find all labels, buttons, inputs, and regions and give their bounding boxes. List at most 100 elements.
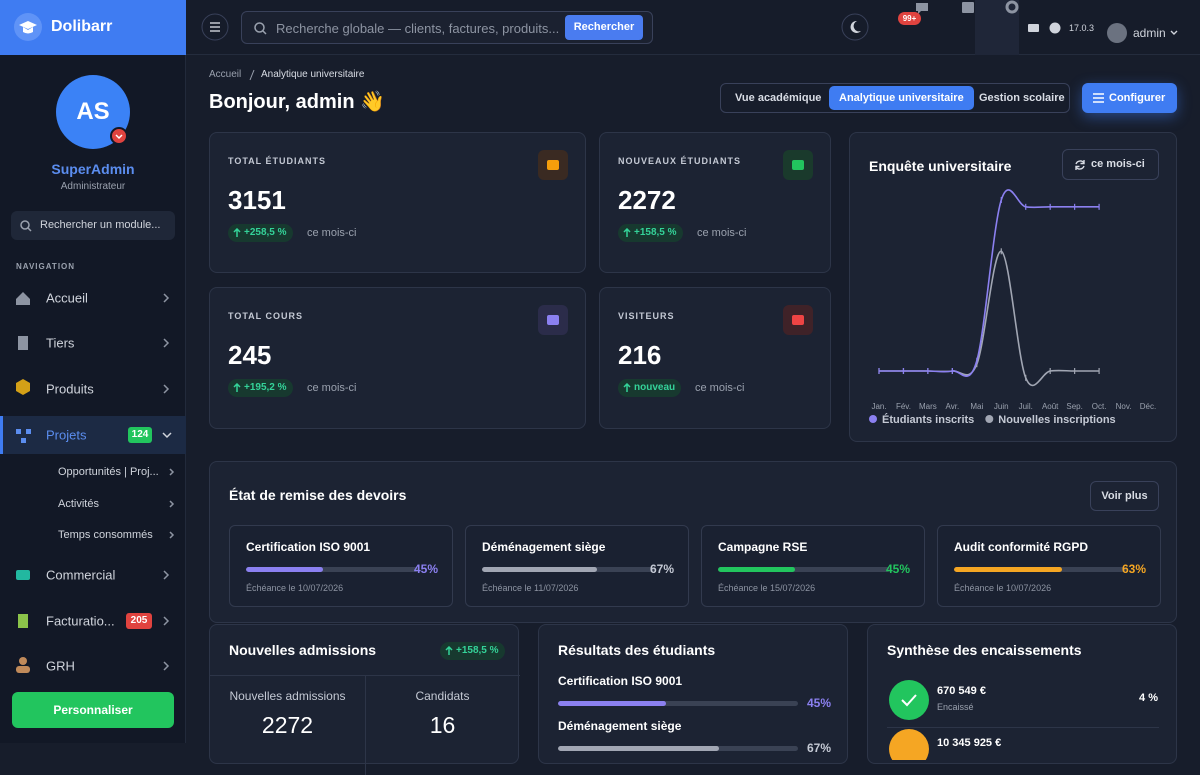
admissions-title: Nouvelles admissions <box>229 642 377 658</box>
stat-value: 245 <box>228 340 272 370</box>
submenu-item[interactable]: Opportunités | Proj... <box>58 466 159 478</box>
progress-name: Certification ISO 9001 <box>558 674 683 688</box>
stat-icon <box>783 150 813 180</box>
brand-name: Dolibarr <box>51 18 113 35</box>
progress-due: Échéance le 10/07/2026 <box>246 583 344 593</box>
avatar-status <box>110 127 128 145</box>
stat-card: VISITEURS 216 nouveau ce mois-ci <box>599 287 831 429</box>
progress-fill <box>558 701 666 706</box>
progress-track <box>718 567 890 572</box>
submenu-item[interactable]: Activités <box>58 498 99 510</box>
tab[interactable]: Gestion scolaire <box>979 92 1065 104</box>
stat-title: VISITEURS <box>618 311 675 321</box>
stat-period: ce mois-ci <box>695 382 745 394</box>
payment-percent: 4 % <box>1139 692 1158 704</box>
menu-badge: 205 <box>126 613 152 629</box>
breadcrumb-current: Analytique universitaire <box>261 69 365 80</box>
admissions-card: Nouvelles admissions +158,5 % Nouvelles … <box>209 624 520 775</box>
progress-label: 45% <box>806 696 831 710</box>
notification-badge: 99+ <box>898 12 921 25</box>
version: 17.0.3 <box>1069 23 1095 33</box>
configure-icon <box>1093 93 1104 103</box>
stat-value: 3151 <box>228 185 286 215</box>
tab[interactable]: Analytique universitaire <box>829 86 974 110</box>
stat-period: ce mois-ci <box>697 227 747 239</box>
assignments-title: État de remise des devoirs <box>229 487 407 503</box>
results-title: Résultats des étudiants <box>558 642 716 658</box>
progress-due: Échéance le 15/07/2026 <box>718 583 816 593</box>
progress-name: Audit conformité RGPD <box>954 540 1088 554</box>
progress-track <box>558 701 798 706</box>
chart-card: Enquête universitaire ce mois-ci <box>849 132 1177 442</box>
global-search-text: Recherche globale — clients, factures, p… <box>276 21 560 36</box>
progress-fill <box>954 567 1063 572</box>
menu-item[interactable]: Accueil <box>46 290 88 306</box>
stat-card: NOUVEAUX ÉTUDIANTS 2272 +158,5 % ce mois-ci <box>599 132 831 273</box>
progress-name: Déménagement siège <box>482 540 606 554</box>
payment-label: Encaissé <box>937 702 974 712</box>
stat-value: 216 <box>618 340 662 370</box>
tab[interactable]: Vue académique <box>735 92 822 104</box>
progress-due: Échéance le 10/07/2026 <box>954 583 1052 593</box>
stat-change-text: nouveau <box>634 382 676 393</box>
progress-track <box>246 567 418 572</box>
stat-change: +158,5 % <box>618 224 683 242</box>
user-name: SuperAdmin <box>51 161 135 177</box>
menu-item[interactable]: Commercial <box>46 567 116 583</box>
user-role: Administrateur <box>60 181 126 192</box>
payment-icons <box>889 680 929 760</box>
stat-icon <box>783 305 813 335</box>
stat-title: NOUVEAUX ÉTUDIANTS <box>618 156 742 166</box>
icon-glyph <box>792 315 804 325</box>
configure-label: Configurer <box>1109 92 1166 104</box>
task-card: Déménagement siège 67% Échéance le 11/07/2… <box>465 525 689 607</box>
refresh-icon <box>1075 160 1085 170</box>
period-label: ce mois-ci <box>1091 158 1145 170</box>
progress-fill <box>718 567 796 572</box>
customize-button[interactable]: Personnaliser <box>12 692 174 728</box>
submenu-item[interactable]: Temps consommés <box>58 529 153 541</box>
progress-label: 45% <box>413 562 438 576</box>
menu-item[interactable]: Tiers <box>46 335 75 351</box>
stat-change-text: +158,5 % <box>634 227 677 238</box>
topbar-icons <box>201 0 1178 43</box>
stat-change: +258,5 % <box>228 224 293 242</box>
menu-badge: 124 <box>128 427 152 443</box>
menu-item[interactable]: Produits <box>46 381 94 397</box>
active-item-bg <box>0 416 186 454</box>
stat-title: TOTAL ÉTUDIANTS <box>228 156 326 166</box>
search-button[interactable]: Rechercher <box>565 15 643 40</box>
module-search[interactable]: Rechercher un module... <box>11 211 175 240</box>
configure-button[interactable]: Configurer <box>1082 83 1177 113</box>
menu-item[interactable]: Projets <box>46 427 87 443</box>
see-more-button[interactable]: Voir plus <box>1090 481 1159 511</box>
stat-value: 2272 <box>618 185 676 215</box>
greeting: Bonjour, admin 👋 <box>209 91 386 113</box>
admissions-change-text: +158,5 % <box>456 645 499 656</box>
up-arrow <box>233 228 241 237</box>
global-search[interactable]: Recherche globale — clients, factures, p… <box>241 11 653 44</box>
admissions-change: +158,5 % <box>440 642 505 660</box>
user-menu[interactable]: admin <box>1133 26 1166 40</box>
progress-name: Campagne RSE <box>718 540 808 554</box>
progress-label: 63% <box>1121 562 1146 576</box>
icon-glyph <box>547 160 559 170</box>
task-card: Certification ISO 9001 45% Échéance le 10/… <box>229 525 453 607</box>
menu-icons <box>16 292 175 673</box>
menu-item[interactable]: GRH <box>46 658 75 674</box>
progress-name: Déménagement siège <box>558 719 682 733</box>
progress-label: 67% <box>649 562 674 576</box>
payment-amount: 670 549 € <box>937 685 986 697</box>
progress-label: 67% <box>806 741 831 755</box>
icon-glyph <box>547 315 559 325</box>
brand-bar: Dolibarr <box>0 0 186 55</box>
breadcrumb-link[interactable]: Accueil <box>209 69 242 80</box>
topbar: Recherche globale — clients, factures, p… <box>186 0 1200 55</box>
menu-item[interactable]: Facturatio... <box>46 613 115 629</box>
chart-title: Enquête universitaire <box>869 158 1012 174</box>
progress-fill <box>558 746 719 751</box>
period-button[interactable]: ce mois-ci <box>1062 149 1159 180</box>
stat-change: +195,2 % <box>228 379 293 397</box>
results-card: Résultats des étudiants Certification IS… <box>538 624 848 764</box>
